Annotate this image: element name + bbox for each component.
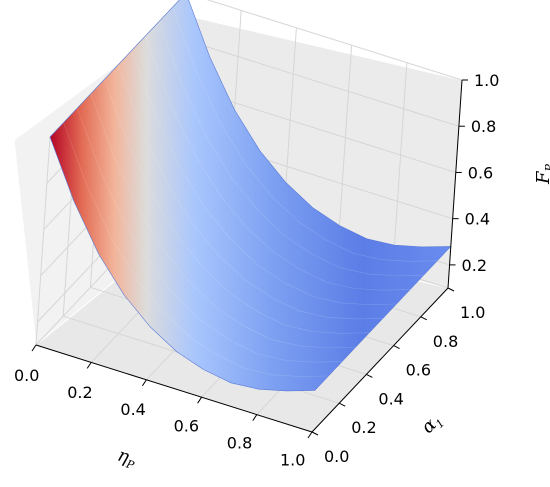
surface-wire [90,93,356,349]
surface-wire [117,64,383,320]
x-tick-label: 0.6 [174,417,199,436]
x-tick-mark [141,379,147,387]
y-tick-mark [420,316,428,321]
y-tick-label: 0.8 [433,332,458,351]
y-tick-label: 0.6 [406,361,431,380]
y-tick-label: 0.2 [351,418,376,437]
x-tick-label: 0.8 [227,434,252,453]
x-tick-label: 0.4 [120,400,145,419]
y-tick-mark [338,402,346,407]
y-ticks: 0.00.20.40.60.81.0 [311,287,485,466]
z-tick-label: 0.2 [462,256,487,275]
y-tick-label: 0.0 [324,447,349,466]
z-tick-label: 1.0 [474,71,499,90]
surface-wire [131,50,397,305]
grid-line-y-wall [35,136,51,346]
y-tick-label: 0.4 [378,389,403,408]
surface-wire [104,79,370,334]
z-ticks: 0.2 0.4 0.6 0.8 1.0 [449,71,499,275]
x-tick-mark [307,431,313,439]
y-tick-mark [311,431,319,436]
x-tick-label: 0.0 [14,366,39,385]
z-axis-label: FP [533,164,550,186]
x-tick-label: 0.2 [67,383,92,402]
z-tick-label: 0.6 [468,163,493,182]
y-axis-label: α1 [417,409,447,439]
z-axis-line [447,79,463,289]
x-tick-mark [252,414,258,421]
surface-wire [158,21,424,277]
y-tick-mark [447,287,455,292]
surface-wire [172,7,438,262]
surface [49,0,452,392]
z-tick-label: 0.4 [465,210,490,229]
y-axis-line [311,287,449,433]
y-tick-mark [393,345,400,350]
y-tick-mark [366,373,373,378]
x-axis-label: ηP [114,445,139,473]
surface-wire [76,108,343,363]
surface-wire [144,36,411,291]
y-tick-label: 1.0 [460,303,485,322]
x-tick-mark [197,396,203,404]
surface-wire [63,122,329,377]
x-tick-label: 1.0 [280,451,305,470]
x-ticks: 0.0 0.2 0.4 0.6 0.8 1.0 [14,344,313,470]
z-tick-label: 0.8 [471,117,496,136]
x-axis-line [35,344,313,433]
x-tick-mark [86,362,92,369]
x-tick-mark [31,344,37,352]
